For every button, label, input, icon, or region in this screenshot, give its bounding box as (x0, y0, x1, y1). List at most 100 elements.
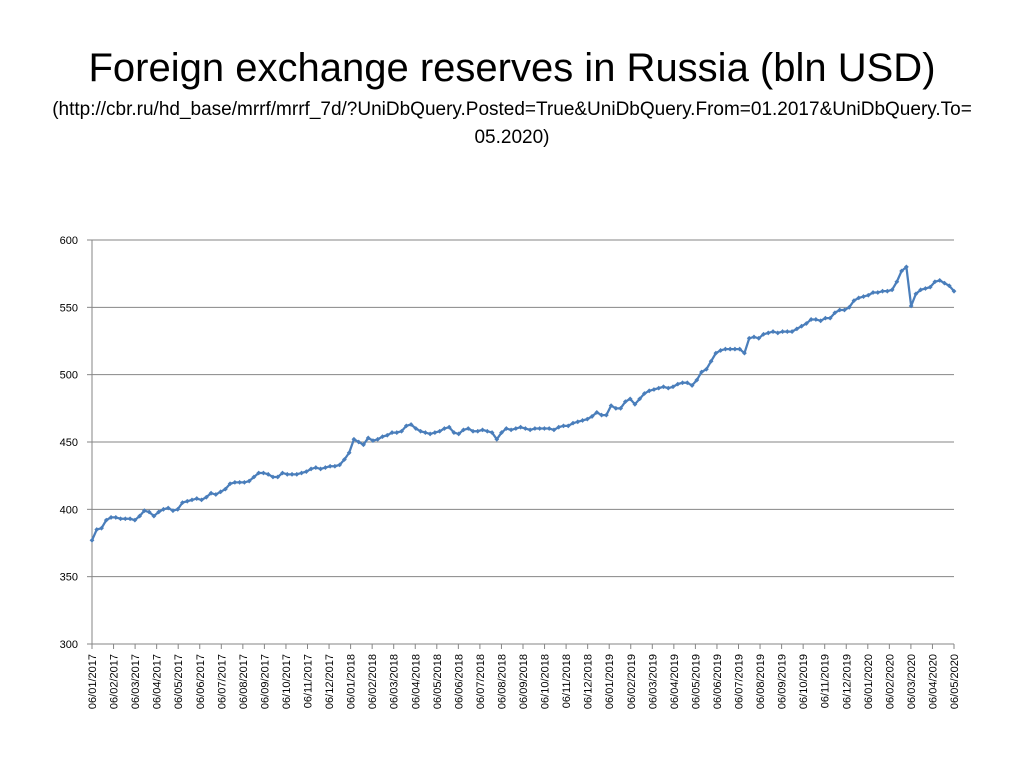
data-point (565, 423, 571, 429)
data-point (432, 430, 438, 435)
x-tick-label: 06/11/2019 (820, 654, 832, 708)
data-point (918, 287, 924, 293)
data-point (723, 346, 728, 352)
data-point (823, 315, 828, 321)
data-point (180, 500, 185, 505)
chart-axes (87, 239, 955, 649)
data-point (827, 315, 833, 321)
data-point (213, 492, 219, 497)
data-point (761, 331, 766, 337)
data-point (556, 424, 562, 430)
x-tick-label: 06/12/2019 (841, 654, 853, 709)
data-point (670, 384, 676, 390)
x-tick-label: 06/04/2019 (669, 654, 681, 709)
data-point (356, 439, 362, 445)
data-point (99, 525, 104, 531)
x-tick-label: 06/11/2017 (303, 654, 315, 708)
data-point (413, 426, 419, 431)
data-point (370, 438, 376, 444)
data-point (365, 435, 371, 441)
data-point (137, 513, 143, 519)
data-point (603, 412, 609, 418)
x-tick-label: 06/05/2019 (690, 654, 702, 709)
data-point (480, 427, 485, 433)
data-point (141, 508, 147, 514)
data-point (689, 383, 695, 388)
data-point (332, 463, 338, 469)
data-point (751, 334, 757, 340)
data-point (889, 287, 895, 293)
y-tick-label: 300 (60, 639, 78, 651)
data-point (713, 350, 719, 356)
y-tick-label: 400 (60, 504, 78, 516)
data-point (875, 290, 881, 295)
data-point (156, 509, 162, 515)
data-point (865, 292, 871, 298)
data-point (132, 517, 138, 523)
data-point (842, 307, 847, 313)
data-point (561, 423, 566, 429)
data-point (342, 457, 347, 462)
x-tick-label: 06/02/2018 (367, 654, 379, 709)
data-point (737, 346, 743, 352)
data-point (765, 330, 771, 336)
data-point (546, 426, 552, 431)
x-tick-label: 06/05/2017 (173, 654, 185, 709)
data-point (665, 385, 671, 391)
x-axis-tick-labels: 06/01/2017 06/02/2017 06/03/2017 06/04/2017… (87, 654, 961, 709)
x-tick-label: 06/03/2019 (647, 654, 659, 709)
data-point (951, 288, 957, 294)
data-point (418, 428, 424, 434)
x-tick-label: 06/04/2020 (927, 654, 939, 709)
data-point (199, 497, 204, 503)
data-point (746, 335, 752, 341)
data-point (384, 432, 390, 438)
data-point (856, 295, 862, 301)
data-point (589, 414, 595, 419)
data-point (808, 317, 814, 322)
data-point (542, 426, 547, 431)
data-point (451, 430, 457, 435)
x-tick-label: 06/06/2019 (712, 654, 724, 709)
x-tick-label: 06/08/2018 (496, 654, 508, 709)
data-point (208, 490, 214, 496)
x-tick-label: 06/07/2018 (475, 654, 487, 709)
data-point (475, 428, 481, 434)
data-point (651, 387, 657, 392)
data-point (661, 384, 666, 390)
data-point (899, 268, 905, 274)
data-point (656, 385, 662, 391)
data-point (222, 486, 228, 492)
data-point (161, 506, 166, 512)
data-point (551, 427, 557, 433)
data-point (937, 278, 943, 283)
data-point (846, 304, 852, 310)
data-point (903, 264, 909, 270)
data-point (622, 399, 628, 404)
data-point (403, 423, 409, 429)
data-point (575, 419, 581, 425)
x-tick-label: 06/02/2019 (626, 654, 638, 709)
data-point (361, 442, 366, 448)
data-point (465, 426, 471, 431)
data-point (237, 480, 243, 485)
data-point (351, 436, 357, 442)
x-tick-label: 06/02/2020 (884, 654, 896, 709)
data-point (799, 323, 805, 329)
data-point (303, 469, 309, 475)
data-point (446, 424, 452, 430)
x-tick-label: 06/04/2017 (152, 654, 164, 709)
data-point (118, 516, 123, 522)
data-point (923, 286, 928, 291)
data-point (784, 329, 790, 334)
chart-title: Foreign exchange reserves in Russia (bln… (88, 46, 936, 90)
x-tick-label: 06/01/2019 (604, 654, 616, 709)
data-point (227, 481, 233, 487)
data-point (442, 426, 447, 431)
data-point (294, 471, 300, 477)
data-point (489, 430, 495, 435)
data-point (627, 396, 633, 402)
data-point (284, 471, 290, 477)
x-tick-label: 06/05/2018 (432, 654, 444, 709)
y-tick-label: 350 (60, 572, 78, 584)
